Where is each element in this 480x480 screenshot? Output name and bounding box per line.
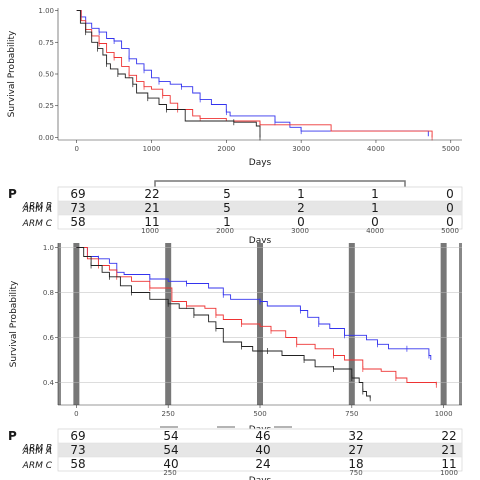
- x-tick-label: 0: [74, 410, 78, 418]
- x-tick-label: 4000: [367, 145, 385, 153]
- y-tick-label: 0.00: [38, 134, 54, 142]
- x-tick-label: 1000: [143, 145, 161, 153]
- risk-count: 58: [70, 215, 85, 229]
- table-row-band: [58, 443, 462, 457]
- y-tick-label: 0.4: [43, 379, 55, 387]
- risk-count: 21: [144, 201, 159, 215]
- x-tick-label: 500: [253, 410, 266, 418]
- risk-count: 21: [441, 443, 456, 457]
- grid-band: [73, 243, 80, 405]
- risk-count: 54: [163, 429, 178, 443]
- table-x-tick-label: 750: [349, 469, 362, 477]
- risk-count: 69: [70, 429, 85, 443]
- risk-count: 0: [446, 187, 454, 201]
- legend-frame: [154, 180, 406, 190]
- risk-count: 46: [255, 429, 270, 443]
- x-tick-label: 3000: [292, 145, 310, 153]
- x-tick-label: 750: [345, 410, 358, 418]
- table-x-tick-label: 1000: [141, 227, 159, 235]
- risk-count: 11: [441, 457, 456, 471]
- risk-count: 40: [163, 457, 178, 471]
- risk-count: 1: [371, 187, 379, 201]
- risk-count: 58: [70, 457, 85, 471]
- y-tick-label: 0.8: [43, 289, 54, 297]
- x-tick-label: 250: [161, 410, 174, 418]
- y-axis-title: Survival Probability: [7, 30, 17, 117]
- table-x-tick-label: 4000: [366, 227, 384, 235]
- risk-count: 11: [144, 215, 159, 229]
- risk-count: 5: [223, 201, 231, 215]
- grid-band: [348, 243, 355, 405]
- y-tick-label: 0.6: [43, 334, 55, 342]
- risk-count: 73: [70, 443, 85, 457]
- x-axis-title: Days: [249, 158, 272, 168]
- y-tick-label: 0.75: [38, 39, 54, 47]
- risk-count: 54: [163, 443, 178, 457]
- risk-count: 24: [255, 457, 270, 471]
- risk-count: 0: [297, 215, 305, 229]
- grid-band: [165, 243, 172, 405]
- x-tick-label: 2000: [217, 145, 235, 153]
- km-plot-top: 0 1000 2000 3000 4000 5000 0.00 0.25 0.50 0.75 1.0…: [7, 7, 462, 168]
- risk-count: 73: [70, 201, 85, 215]
- risk-count: 22: [144, 187, 159, 201]
- risk-count: 0: [446, 201, 454, 215]
- risk-count: 0: [446, 215, 454, 229]
- risk-header-label: P: [8, 429, 17, 443]
- risk-count: 2: [297, 201, 305, 215]
- risk-count: 32: [348, 429, 363, 443]
- risk-row-label-overlap: ARM B: [22, 202, 52, 212]
- risk-header-label: P: [8, 187, 17, 201]
- y-tick-label: 0.50: [38, 71, 54, 79]
- risk-count: 1: [371, 201, 379, 215]
- risk-count: 18: [348, 457, 363, 471]
- x-tick-label: 0: [74, 145, 78, 153]
- grid-band: [440, 243, 447, 405]
- x-tick-label: 5000: [442, 145, 460, 153]
- risk-row-label: ARM C: [22, 461, 53, 471]
- risk-count: 5: [223, 187, 231, 201]
- y-axis-title: Survival Probability: [9, 280, 19, 367]
- risk-row-label: ARM C: [22, 219, 53, 229]
- table-x-tick-label: 1000: [440, 469, 458, 477]
- table-x-tick-label: 3000: [291, 227, 309, 235]
- risk-count: 27: [348, 443, 363, 457]
- risk-row-label-overlap: ARM B: [22, 444, 52, 454]
- risk-count: 22: [441, 429, 456, 443]
- table-row-band: [58, 201, 462, 215]
- risk-count: 40: [255, 443, 270, 457]
- table-x-axis-title: Days: [249, 476, 272, 480]
- table-x-tick-label: 250: [163, 469, 176, 477]
- risk-count: 69: [70, 187, 85, 201]
- risk-count: 1: [297, 187, 305, 201]
- risk-row-label: ARM A: [22, 447, 52, 457]
- x-tick-label: 1000: [435, 410, 453, 418]
- risk-count: 0: [371, 215, 379, 229]
- table-x-tick-label: 2000: [216, 227, 234, 235]
- risk-count: 1: [223, 215, 231, 229]
- risk-row-label: ARM A: [22, 205, 52, 215]
- series-line-1: [76, 10, 433, 138]
- y-tick-label: 0.25: [38, 102, 54, 110]
- y-tick-label: 1.00: [38, 7, 54, 15]
- table-x-axis-title: Days: [249, 236, 272, 246]
- series-line-2: [76, 10, 261, 138]
- y-tick-label: 1.0: [43, 244, 54, 252]
- table-x-tick-label: 5000: [441, 227, 459, 235]
